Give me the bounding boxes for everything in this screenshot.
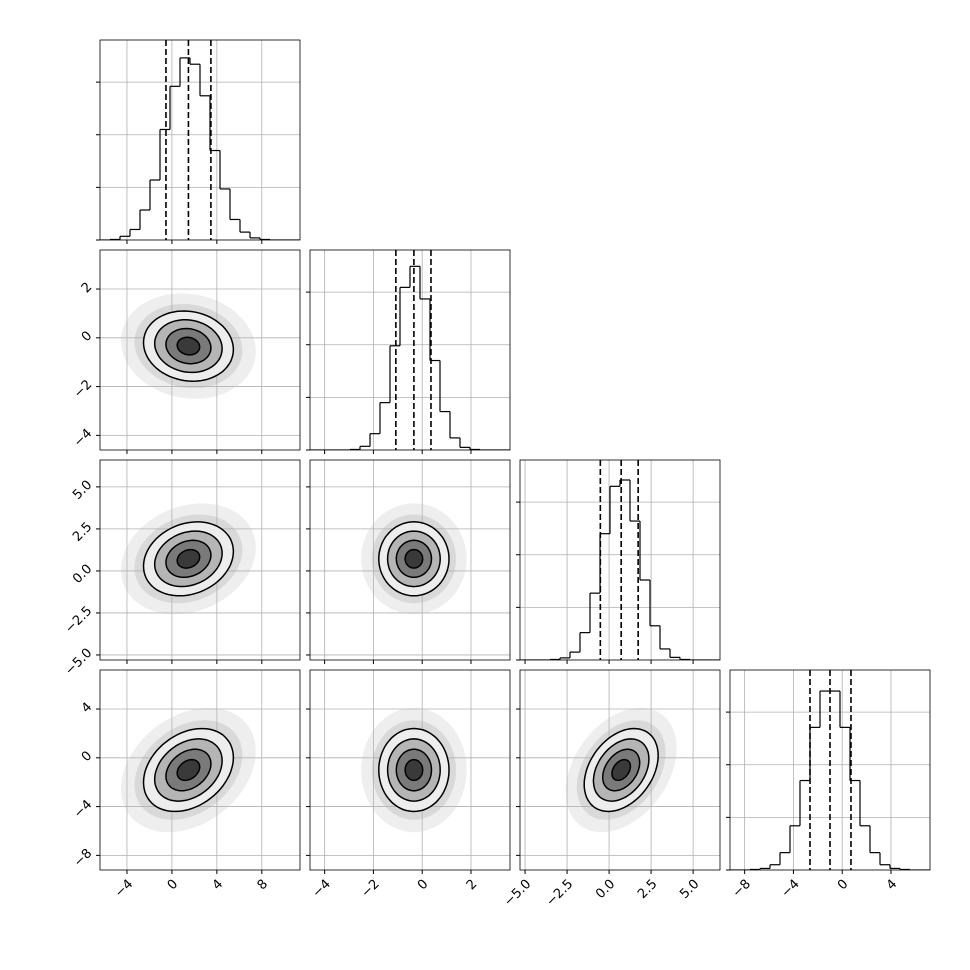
panel <box>310 460 510 660</box>
panel-frame <box>99 669 301 871</box>
contour <box>176 548 201 569</box>
contour <box>611 758 632 782</box>
panel <box>520 460 720 660</box>
panel-frame <box>99 39 301 241</box>
y-tick-label: 0 <box>79 749 95 765</box>
contour <box>176 758 201 782</box>
x-tick-label: 2.5 <box>635 877 660 902</box>
x-tick-label: −4 <box>112 877 136 901</box>
x-tick-label: 5.0 <box>677 877 702 902</box>
y-tick-label: 0 <box>79 329 95 345</box>
x-tick-label: 2 <box>464 877 480 893</box>
y-tick-label: −2.5 <box>62 604 95 637</box>
contour <box>176 336 201 356</box>
panel <box>100 250 300 450</box>
y-tick-label: −4 <box>71 426 95 450</box>
panel <box>310 250 510 450</box>
x-tick-label: 4 <box>884 877 900 893</box>
panel <box>730 670 930 870</box>
panel <box>100 460 300 660</box>
y-tick-label: −2 <box>71 377 95 401</box>
x-tick-label: −4 <box>779 877 803 901</box>
x-tick-label: 0 <box>165 877 181 893</box>
y-tick-label: −5.0 <box>62 646 95 679</box>
panel-frame <box>309 249 511 451</box>
panel-frame <box>99 249 301 451</box>
x-tick-label: −4 <box>310 877 334 901</box>
x-tick-label: 0 <box>415 877 431 893</box>
panel-frame <box>729 669 931 871</box>
y-tick-label: 0.0 <box>70 562 95 587</box>
x-tick-label: 4 <box>210 877 226 893</box>
y-tick-label: −8 <box>71 846 95 870</box>
x-tick-label: −2.5 <box>543 877 576 910</box>
panel-frame <box>519 669 721 871</box>
contour <box>404 548 424 569</box>
y-tick-label: 2.5 <box>70 520 95 545</box>
x-tick-label: 0.0 <box>593 877 618 902</box>
panel <box>100 670 300 870</box>
x-tick-label: 0 <box>835 877 851 893</box>
y-tick-label: 2 <box>79 280 95 296</box>
panel-frame <box>519 459 721 661</box>
panel <box>100 40 300 240</box>
contour <box>404 758 424 782</box>
x-tick-label: −2 <box>359 877 383 901</box>
panel-frame <box>309 459 511 661</box>
panel <box>520 670 720 870</box>
x-tick-label: −5.0 <box>501 877 534 910</box>
panel-frame <box>309 669 511 871</box>
y-tick-label: 5.0 <box>70 478 95 503</box>
panel <box>310 670 510 870</box>
panel-frame <box>99 459 301 661</box>
x-tick-label: 8 <box>255 877 271 893</box>
y-tick-label: 4 <box>79 700 95 716</box>
y-tick-label: −4 <box>71 797 95 821</box>
x-tick-label: −8 <box>730 877 754 901</box>
